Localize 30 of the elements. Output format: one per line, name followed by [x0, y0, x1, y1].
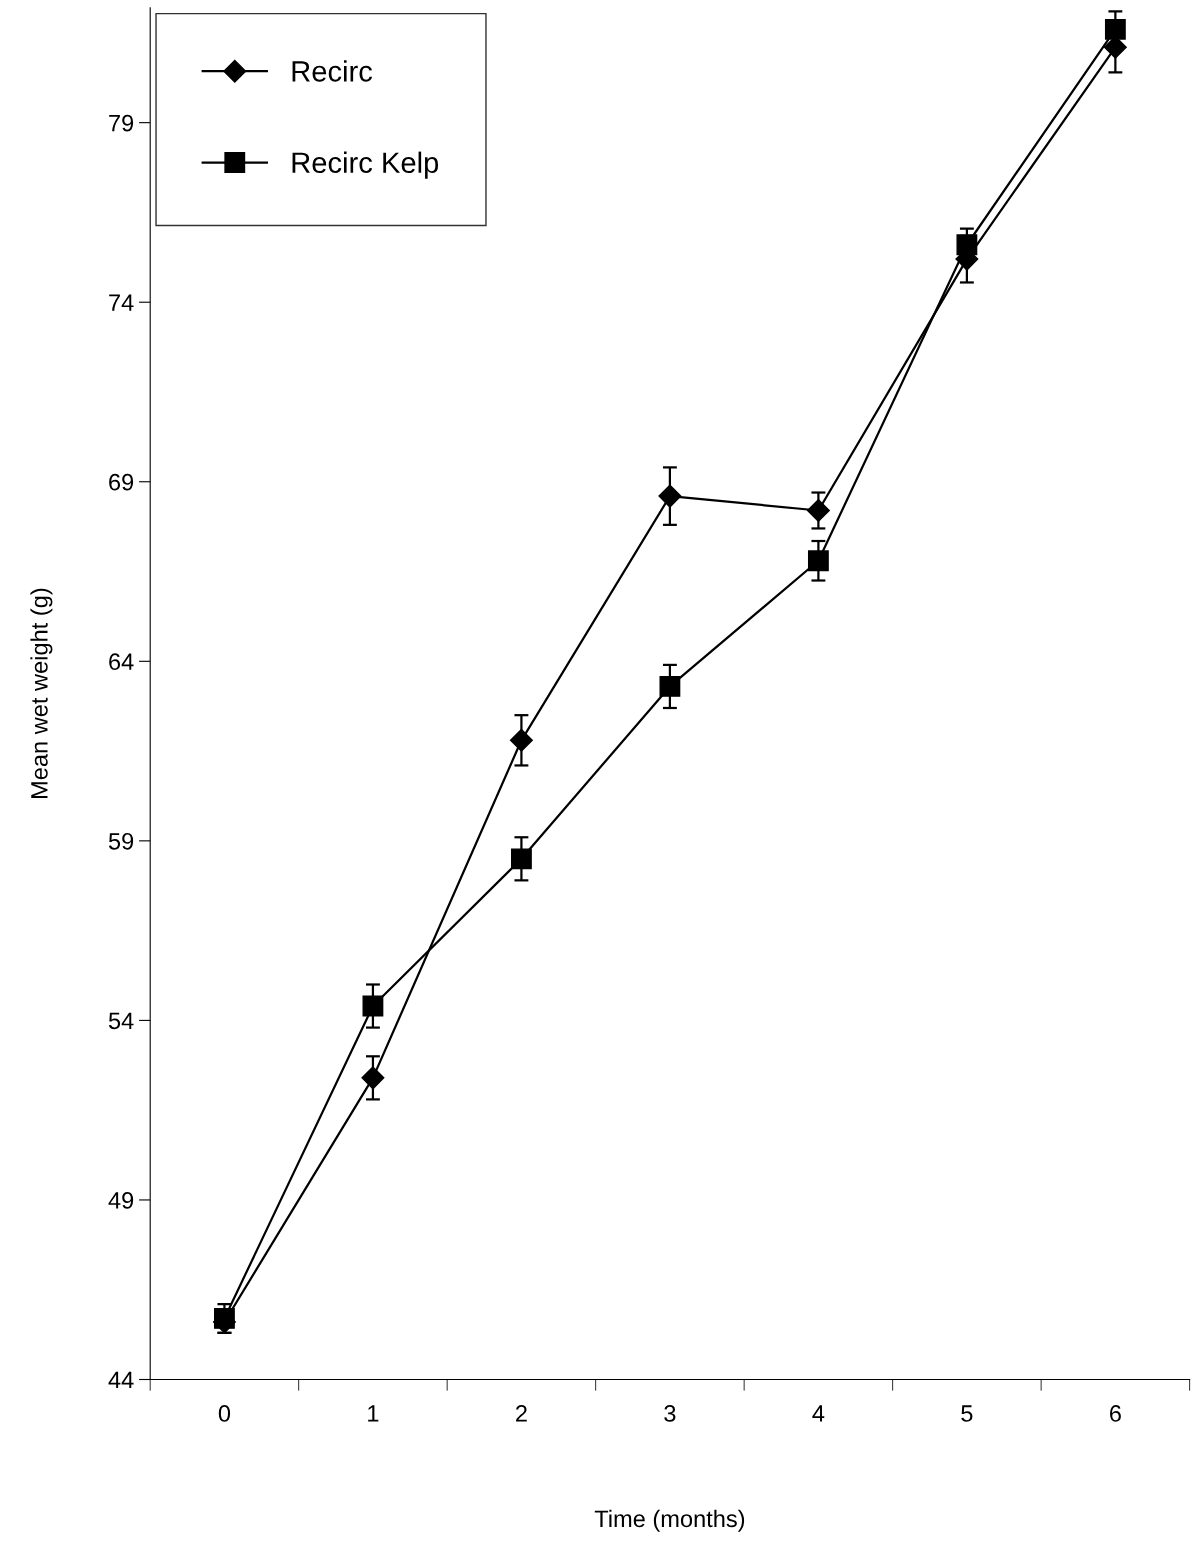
point [510, 848, 532, 870]
point [509, 728, 533, 752]
legend-label: Recirc [292, 60, 373, 82]
point [1104, 18, 1126, 40]
x-axis-title: Time (months) [594, 1509, 745, 1532]
x-tick-label: 3 [664, 1405, 676, 1422]
point [214, 1308, 235, 1329]
y-tick-label: 59 [108, 832, 134, 850]
y-tick-label: 44 [108, 1371, 134, 1389]
point [659, 676, 681, 697]
y-tick-label: 54 [108, 1012, 134, 1030]
point [361, 1066, 385, 1090]
y-tick-label: 49 [108, 1192, 134, 1209]
y-tick-label: 79 [109, 114, 134, 132]
x-tick-label: 0 [218, 1405, 231, 1422]
y-axis-title: Mean wet weight (g) [30, 588, 53, 798]
y-tick-label: 69 [109, 473, 134, 491]
x-tick-label: 2 [516, 1405, 527, 1422]
x-tick-label: 5 [961, 1405, 973, 1422]
x-tick-label: 1 [368, 1405, 379, 1422]
legend-label: Recirc Kelp [292, 151, 439, 179]
point [956, 234, 978, 256]
y-tick-label: 74 [109, 294, 134, 311]
y-tick-label: 64 [109, 653, 134, 671]
x-tick-label: 6 [1110, 1405, 1121, 1422]
point [362, 995, 384, 1017]
x-tick-label: 4 [812, 1405, 825, 1422]
point [807, 550, 829, 572]
point [658, 484, 682, 508]
point [806, 498, 830, 522]
